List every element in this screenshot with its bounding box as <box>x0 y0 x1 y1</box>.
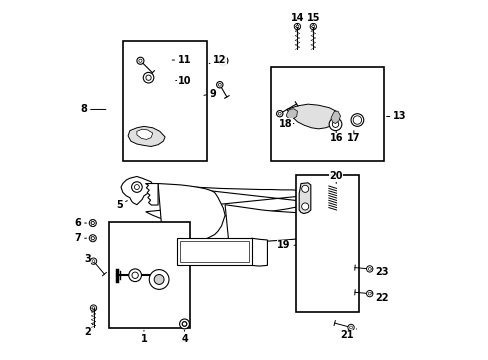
Circle shape <box>301 203 308 210</box>
Circle shape <box>91 237 94 240</box>
Circle shape <box>295 25 298 28</box>
Bar <box>180 241 248 262</box>
Circle shape <box>179 319 189 329</box>
Circle shape <box>367 292 370 295</box>
Circle shape <box>353 117 360 123</box>
Circle shape <box>149 270 169 289</box>
Text: 1: 1 <box>140 330 147 345</box>
Circle shape <box>134 185 139 189</box>
Circle shape <box>276 111 283 117</box>
Circle shape <box>366 291 372 297</box>
Text: 21: 21 <box>339 329 356 340</box>
Polygon shape <box>128 126 165 147</box>
Polygon shape <box>299 183 310 213</box>
Text: 22: 22 <box>371 293 388 303</box>
Circle shape <box>366 266 372 272</box>
Circle shape <box>131 182 142 192</box>
Circle shape <box>89 220 96 226</box>
Text: 2: 2 <box>84 324 93 337</box>
Circle shape <box>137 57 143 64</box>
Circle shape <box>92 307 95 310</box>
Text: 4: 4 <box>181 330 187 345</box>
Text: 8: 8 <box>81 104 106 114</box>
Text: 20: 20 <box>329 171 342 184</box>
Circle shape <box>332 121 338 127</box>
Text: 16: 16 <box>329 131 342 143</box>
Circle shape <box>350 114 363 126</box>
Circle shape <box>367 267 370 270</box>
Bar <box>108 222 189 328</box>
Text: 19: 19 <box>277 240 295 250</box>
Circle shape <box>182 321 186 327</box>
Bar <box>122 41 207 161</box>
Text: 5: 5 <box>116 200 127 210</box>
Circle shape <box>143 72 154 83</box>
Circle shape <box>352 116 361 124</box>
Circle shape <box>347 324 353 330</box>
Bar <box>270 67 383 161</box>
Circle shape <box>301 185 308 192</box>
Polygon shape <box>158 184 224 241</box>
Text: 14: 14 <box>290 13 304 25</box>
Text: 18: 18 <box>278 118 293 129</box>
Polygon shape <box>145 184 158 205</box>
Circle shape <box>90 305 97 311</box>
Polygon shape <box>224 205 336 242</box>
Circle shape <box>218 56 227 66</box>
Circle shape <box>221 58 225 63</box>
Text: 7: 7 <box>75 233 86 243</box>
Circle shape <box>90 258 97 264</box>
Circle shape <box>92 260 95 262</box>
Polygon shape <box>121 176 154 205</box>
Circle shape <box>132 272 138 278</box>
Circle shape <box>294 23 300 30</box>
Text: 13: 13 <box>386 112 406 121</box>
Text: 12: 12 <box>209 55 226 65</box>
Text: 23: 23 <box>371 267 388 277</box>
Circle shape <box>91 221 94 225</box>
Circle shape <box>311 25 314 28</box>
Circle shape <box>145 75 151 80</box>
Text: 6: 6 <box>75 218 86 228</box>
Circle shape <box>278 112 281 115</box>
Polygon shape <box>286 104 339 129</box>
Polygon shape <box>158 226 177 265</box>
Circle shape <box>128 269 141 282</box>
Text: 15: 15 <box>306 13 319 25</box>
Text: 9: 9 <box>203 89 216 99</box>
Polygon shape <box>285 109 297 119</box>
Text: 10: 10 <box>175 76 191 86</box>
Text: 17: 17 <box>346 131 360 143</box>
Circle shape <box>89 235 96 242</box>
Bar <box>177 238 251 265</box>
Text: 3: 3 <box>84 255 96 264</box>
Bar <box>295 175 358 312</box>
Circle shape <box>328 118 341 131</box>
Circle shape <box>182 322 186 326</box>
Circle shape <box>218 83 221 86</box>
Circle shape <box>139 59 142 62</box>
Polygon shape <box>251 238 267 266</box>
Polygon shape <box>330 111 340 123</box>
Text: 11: 11 <box>172 55 191 65</box>
Polygon shape <box>145 184 327 220</box>
Polygon shape <box>137 129 152 139</box>
Circle shape <box>216 82 223 88</box>
Polygon shape <box>296 213 322 248</box>
Circle shape <box>349 326 352 329</box>
Circle shape <box>309 23 316 30</box>
Circle shape <box>154 275 164 284</box>
